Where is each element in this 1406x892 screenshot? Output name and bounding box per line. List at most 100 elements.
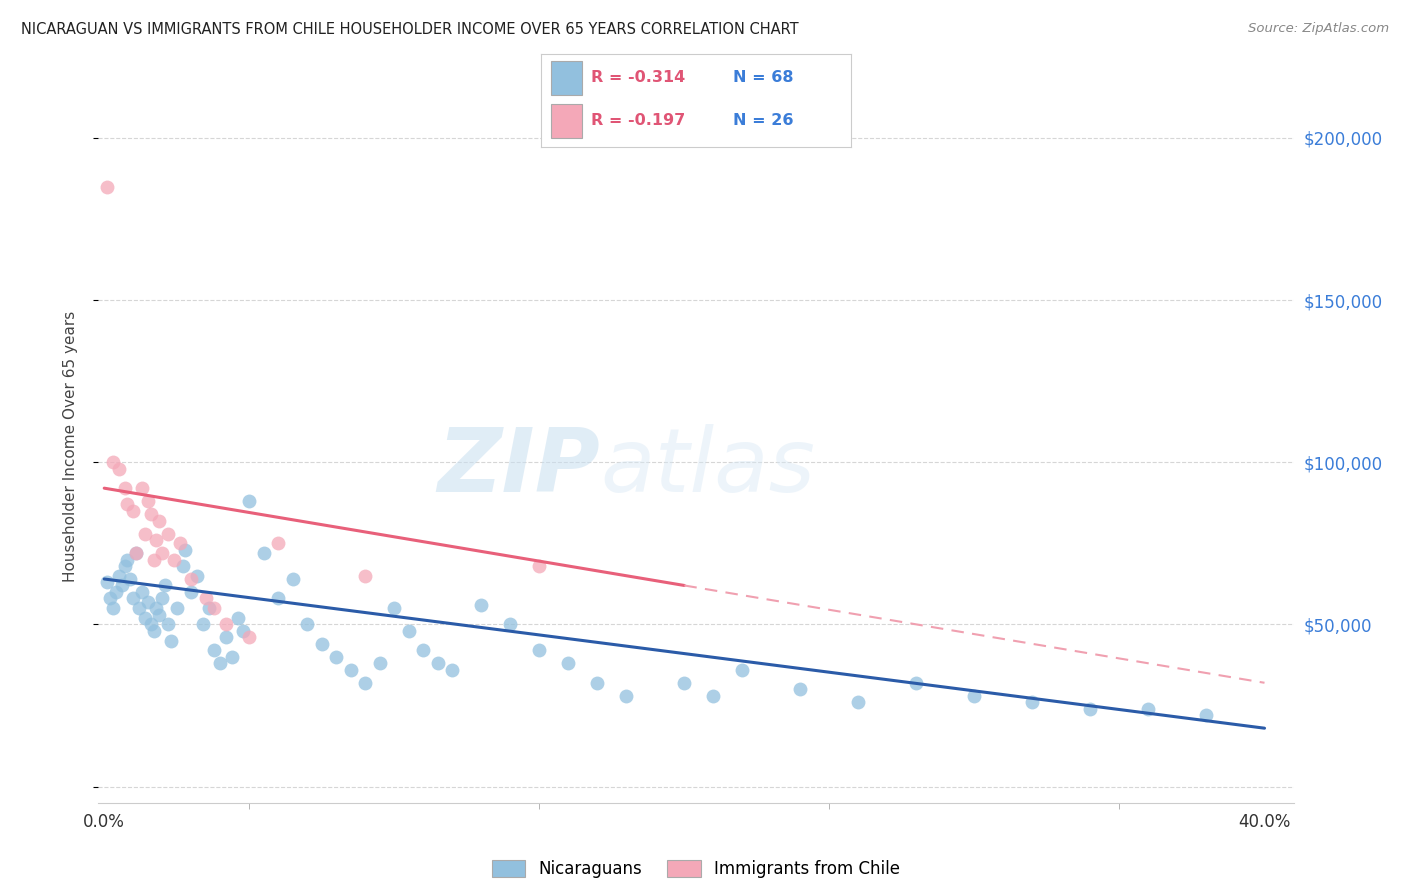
Point (142, 552, 165, 566)
Point (145, 601, 167, 615)
Text: ZIP: ZIP (437, 424, 600, 511)
Point (180, 585, 202, 599)
Point (267, 591, 290, 606)
Point (499, 617, 522, 632)
Point (702, 689, 724, 703)
Point (311, 637, 333, 651)
Point (134, 611, 156, 625)
Text: R = -0.314: R = -0.314 (591, 70, 685, 86)
Point (128, 601, 150, 615)
Point (267, 536, 290, 550)
Point (529, 643, 551, 657)
Point (382, 601, 405, 615)
Point (117, 552, 139, 566)
Point (145, 533, 167, 547)
Point (426, 657, 449, 671)
Point (963, 689, 986, 703)
Point (122, 591, 145, 606)
Point (848, 695, 870, 709)
Point (136, 595, 159, 609)
Text: N = 68: N = 68 (733, 70, 793, 86)
Point (238, 494, 260, 508)
Point (297, 617, 319, 632)
Text: N = 26: N = 26 (733, 113, 793, 128)
Point (197, 601, 219, 615)
Point (160, 633, 183, 648)
Point (131, 585, 153, 599)
Point (148, 514, 170, 528)
FancyBboxPatch shape (551, 104, 582, 138)
Point (412, 643, 434, 657)
Point (148, 607, 170, 622)
Point (731, 663, 754, 677)
Point (131, 481, 153, 495)
Point (232, 624, 254, 638)
Point (174, 542, 197, 557)
Point (905, 675, 928, 690)
Legend: Nicaraguans, Immigrants from Chile: Nicaraguans, Immigrants from Chile (485, 854, 907, 885)
Point (153, 578, 176, 592)
Point (209, 657, 232, 671)
Point (96, 179, 118, 194)
Point (117, 497, 139, 511)
Point (120, 572, 142, 586)
Point (470, 598, 492, 612)
Point (238, 631, 260, 645)
Point (204, 643, 226, 657)
Point (368, 657, 391, 671)
Point (1195, 708, 1218, 723)
Point (114, 481, 136, 495)
Point (339, 663, 361, 677)
Point (142, 624, 165, 638)
Point (150, 591, 173, 606)
Point (107, 568, 129, 582)
Point (191, 617, 214, 632)
Point (111, 578, 134, 592)
Point (325, 649, 347, 664)
FancyBboxPatch shape (551, 61, 582, 95)
Point (125, 546, 148, 560)
Point (1021, 695, 1043, 709)
Point (253, 546, 276, 560)
Point (789, 682, 811, 697)
Point (1137, 702, 1160, 716)
Y-axis label: Householder Income Over 65 years: Householder Income Over 65 years (63, 310, 77, 582)
Point (157, 617, 180, 632)
Point (96, 575, 118, 590)
Point (166, 601, 188, 615)
Point (281, 572, 304, 586)
Point (204, 601, 226, 615)
Point (122, 504, 145, 518)
Point (586, 675, 609, 690)
Point (101, 455, 124, 469)
Point (194, 591, 217, 606)
Point (221, 649, 243, 664)
Point (150, 546, 173, 560)
Point (101, 601, 124, 615)
Point (157, 526, 180, 541)
Point (215, 617, 238, 632)
Text: Source: ZipAtlas.com: Source: ZipAtlas.com (1249, 22, 1389, 36)
Point (354, 568, 377, 582)
Text: atlas: atlas (600, 425, 815, 510)
Point (614, 689, 637, 703)
Point (441, 663, 464, 677)
Point (114, 559, 136, 574)
Point (215, 631, 238, 645)
Text: NICARAGUAN VS IMMIGRANTS FROM CHILE HOUSEHOLDER INCOME OVER 65 YEARS CORRELATION: NICARAGUAN VS IMMIGRANTS FROM CHILE HOUS… (21, 22, 799, 37)
Point (186, 568, 208, 582)
Point (134, 526, 156, 541)
Point (673, 675, 696, 690)
Point (163, 552, 186, 566)
Point (172, 559, 194, 574)
Text: R = -0.197: R = -0.197 (591, 113, 685, 128)
Point (139, 617, 162, 632)
Point (125, 546, 148, 560)
Point (354, 675, 377, 690)
Point (557, 657, 579, 671)
Point (226, 611, 249, 625)
Point (98, 591, 121, 606)
Point (104, 585, 127, 599)
Point (529, 559, 551, 574)
Point (180, 572, 202, 586)
